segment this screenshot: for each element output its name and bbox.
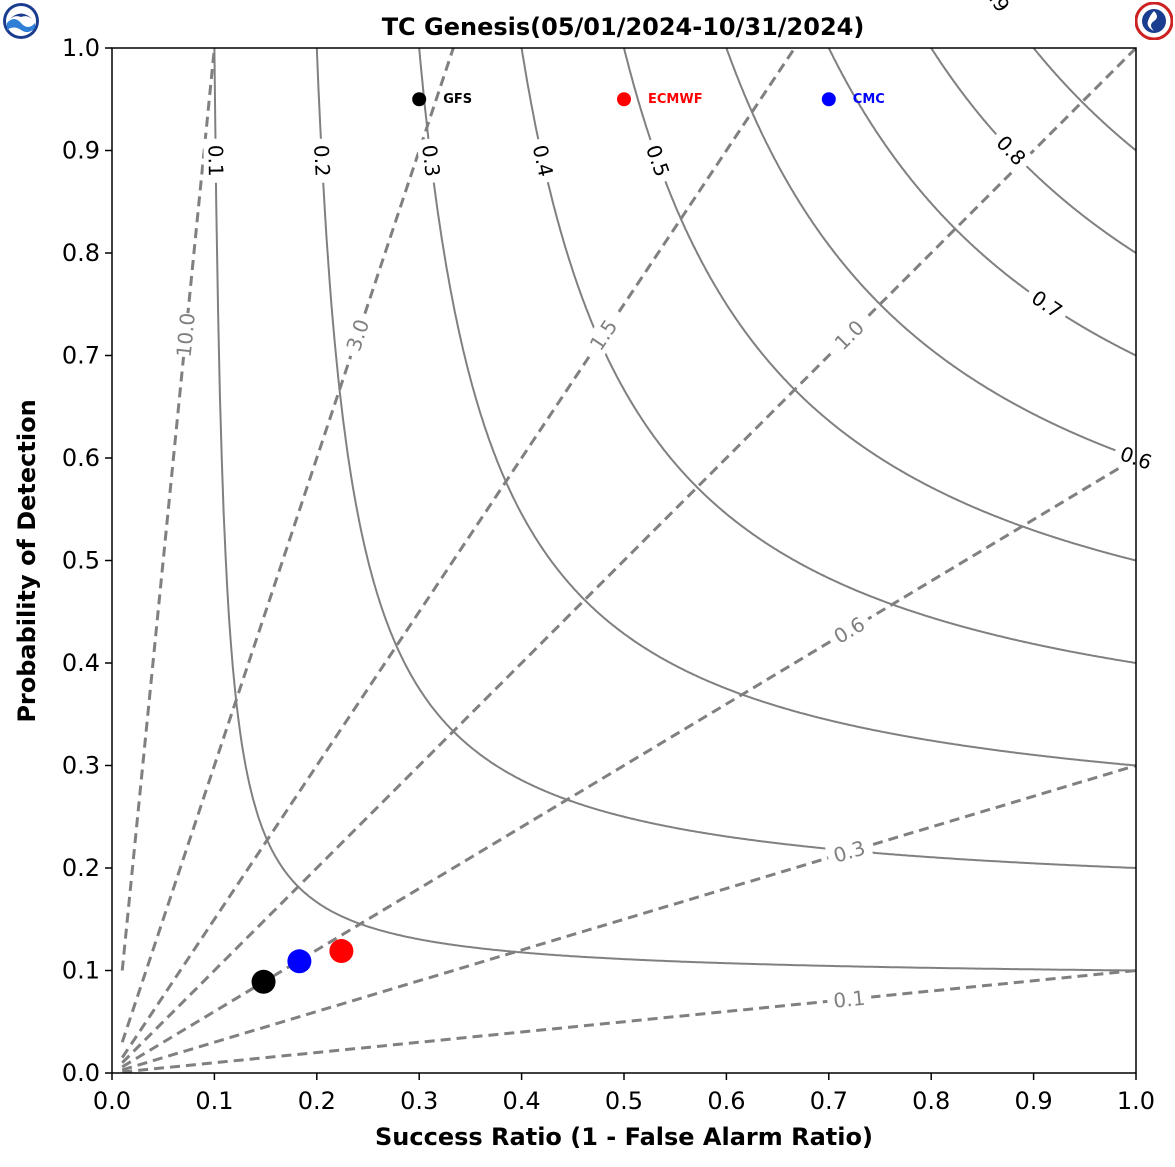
point-ecmwf	[329, 939, 354, 964]
csi-contour-0.4	[520, 47, 1137, 664]
csi-label-0.5-bg	[639, 135, 677, 186]
csi-contour-0.1	[213, 47, 1136, 972]
noaa-logo	[2, 2, 40, 40]
bias-label-0.1: 0.1	[832, 986, 866, 1013]
x-tick-label: 0.5	[605, 1087, 643, 1115]
bias-lines	[120, 46, 1138, 1074]
bias-line-1.5	[120, 47, 796, 1059]
y-tick-label: 0.6	[62, 444, 100, 472]
legend-label-ecmwf: ECMWF	[648, 92, 703, 107]
bias-label-1.0-bg	[825, 310, 874, 360]
data-points	[251, 939, 354, 994]
bias-label-0.6-bg	[824, 608, 875, 652]
bias-label-3.0-bg	[339, 310, 377, 360]
csi-label-0.3: 0.3	[417, 144, 445, 178]
nws-logo	[1134, 1, 1174, 41]
x-axis-label: Success Ratio (1 - False Alarm Ratio)	[375, 1123, 873, 1151]
bias-label-1.5-bg	[581, 310, 626, 360]
y-axis: 0.0 0.1 0.2 0.3 0.4 0.5 0.6 0.7 0.8 0.9 1.0	[62, 34, 112, 1087]
csi-contour-0.5	[623, 47, 1137, 562]
csi-contour-0.6	[725, 47, 1137, 459]
bias-line-0.1	[122, 969, 1137, 1074]
legend-label-cmc: CMC	[853, 92, 885, 107]
x-axis: 0.0 0.1 0.2 0.3 0.4 0.5 0.6 0.7 0.8 0.9 1.0	[93, 1073, 1155, 1115]
y-tick-label: 0.1	[62, 957, 100, 985]
bias-line-10.0	[120, 47, 216, 971]
csi-label-0.1: 0.1	[203, 145, 227, 177]
x-tick-label: 0.0	[93, 1087, 131, 1115]
bias-line-3.0	[120, 47, 455, 1043]
y-tick-label: 0.3	[62, 752, 100, 780]
bias-line-0.3	[121, 764, 1137, 1072]
csi-label-0.3-bg	[416, 137, 446, 185]
chart-title: TC Genesis(05/01/2024-10/31/2024)	[382, 13, 865, 41]
x-tick-label: 0.6	[707, 1087, 745, 1115]
csi-contour-0.7	[827, 47, 1137, 357]
csi-label-0.7-bg	[1022, 281, 1072, 327]
bias-label-0.1-bg	[826, 985, 873, 1014]
point-cmc	[287, 949, 312, 974]
legend: GFS ECMWF CMC	[412, 92, 885, 107]
y-tick-label: 0.0	[62, 1059, 100, 1087]
point-gfs	[251, 969, 276, 994]
y-tick-label: 0.8	[62, 239, 100, 267]
y-tick-label: 0.9	[62, 137, 100, 165]
csi-label-0.4: 0.4	[528, 143, 558, 179]
x-tick-label: 0.9	[1015, 1087, 1053, 1115]
x-tick-label: 0.8	[912, 1087, 950, 1115]
x-tick-label: 0.1	[195, 1087, 233, 1115]
y-tick-label: 0.5	[62, 547, 100, 575]
bias-label-0.3-bg	[824, 833, 874, 870]
x-tick-label: 0.3	[400, 1087, 438, 1115]
bias-line-1.0	[121, 46, 1138, 1064]
csi-contour-0.8	[930, 47, 1137, 254]
csi-contour-0.9	[1032, 47, 1137, 152]
csi-label-0.9-bg	[973, 0, 1018, 22]
csi-label-0.2: 0.2	[309, 144, 335, 177]
legend-marker-ecmwf	[617, 92, 631, 107]
y-tick-label: 1.0	[62, 34, 100, 62]
x-tick-label: 1.0	[1117, 1087, 1155, 1115]
bias-line-0.6	[121, 456, 1137, 1069]
csi-label-0.4-bg	[526, 136, 560, 185]
csi-label-0.1-bg	[203, 138, 228, 183]
bias-label-10.0: 10.0	[172, 312, 200, 359]
contour-labels: 0.10.20.30.40.50.60.70.80.90.10.30.61.01…	[171, 0, 1161, 1014]
y-tick-label: 0.4	[62, 649, 100, 677]
x-tick-label: 0.7	[810, 1087, 848, 1115]
x-tick-label: 0.4	[503, 1087, 541, 1115]
y-axis-label: Probability of Detection	[13, 399, 41, 722]
bias-label-0.3: 0.3	[831, 836, 868, 868]
bias-label-10.0-bg	[171, 311, 200, 359]
legend-marker-cmc	[821, 92, 836, 107]
x-tick-label: 0.2	[298, 1087, 336, 1115]
csi-label-0.8-bg	[987, 126, 1035, 175]
y-tick-label: 0.7	[62, 342, 100, 370]
csi-label-0.2-bg	[308, 138, 336, 184]
y-tick-label: 0.2	[62, 854, 100, 882]
legend-label-gfs: GFS	[443, 92, 472, 107]
legend-marker-gfs	[412, 92, 427, 107]
csi-contour-0.3	[418, 47, 1137, 767]
